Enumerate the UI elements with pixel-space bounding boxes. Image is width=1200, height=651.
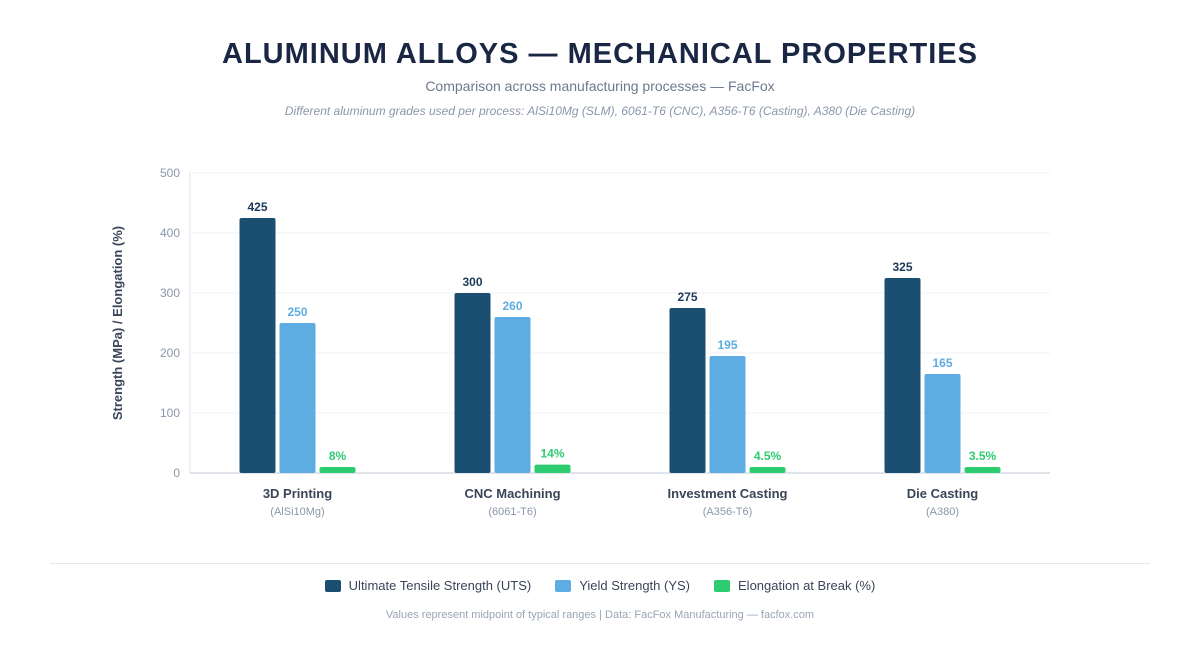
bar-elongation — [749, 467, 786, 473]
x-tick-label: Die Casting — [907, 486, 979, 501]
bar-ys — [494, 317, 531, 473]
data-label: 425 — [247, 200, 267, 214]
data-label: 195 — [717, 338, 737, 352]
bar-ys — [924, 374, 961, 473]
bar-ys — [709, 356, 746, 473]
bar-chart: 0 100 200 300 400 500 Strength (MPa) / Elongat… — [110, 166, 1050, 518]
y-tick-label: 0 — [173, 466, 180, 480]
x-tick-sublabel: (AlSi10Mg) — [270, 506, 324, 518]
y-tick-label: 100 — [160, 406, 180, 420]
bar-ys — [279, 323, 316, 473]
data-label: 165 — [932, 356, 952, 370]
data-label: 275 — [677, 290, 697, 304]
x-tick-sublabel: (A380) — [926, 506, 959, 518]
y-tick-label: 400 — [160, 226, 180, 240]
chart-subtitle: Comparison across manufacturing processe… — [425, 78, 775, 94]
legend-item-uts: Ultimate Tensile Strength (UTS) — [324, 578, 532, 593]
legend-divider — [50, 563, 1150, 564]
bar-uts — [669, 308, 706, 473]
data-label: 300 — [462, 275, 482, 289]
data-label: 250 — [287, 305, 307, 319]
legend-item-elongation: Elongation at Break (%) — [714, 578, 875, 593]
x-tick-label: Investment Casting — [668, 486, 788, 501]
bar-elongation — [964, 467, 1001, 473]
data-label: 325 — [892, 260, 912, 274]
legend-label-elongation: Elongation at Break (%) — [738, 578, 876, 593]
data-label: 14% — [540, 447, 564, 461]
x-tick-sublabel: (A356-T6) — [703, 506, 753, 518]
bar-uts — [239, 218, 276, 473]
x-tick-label: CNC Machining — [464, 486, 560, 501]
bar-elongation — [534, 464, 571, 473]
legend-item-ys: Yield Strength (YS) — [555, 578, 690, 593]
legend-swatch-uts — [324, 579, 341, 592]
data-label: 8% — [329, 449, 347, 463]
x-tick-label: 3D Printing — [263, 486, 332, 501]
y-tick-label: 200 — [160, 346, 180, 360]
chart-note: Different aluminum grades used per proce… — [284, 104, 916, 118]
legend-swatch-elongation — [714, 579, 731, 592]
bar-uts — [884, 278, 921, 473]
chart-title: ALUMINUM ALLOYS — MECHANICAL PROPERTIES — [222, 38, 978, 70]
bar-elongation — [319, 467, 356, 473]
bar-uts — [454, 293, 491, 473]
chart-legend: Ultimate Tensile Strength (UTS) Yield St… — [0, 578, 1200, 593]
legend-label-uts: Ultimate Tensile Strength (UTS) — [348, 578, 532, 593]
x-tick-sublabel: (6061-T6) — [488, 506, 536, 518]
data-label: 4.5% — [754, 449, 782, 463]
data-label: 260 — [502, 299, 522, 313]
legend-label-ys: Yield Strength (YS) — [579, 578, 691, 593]
y-tick-label: 500 — [160, 166, 180, 180]
y-axis-label: Strength (MPa) / Elongation (%) — [110, 226, 125, 420]
data-label: 3.5% — [969, 449, 997, 463]
legend-swatch-ys — [555, 579, 572, 592]
chart-footer: Values represent midpoint of typical ran… — [385, 609, 815, 621]
y-tick-label: 300 — [160, 286, 180, 300]
